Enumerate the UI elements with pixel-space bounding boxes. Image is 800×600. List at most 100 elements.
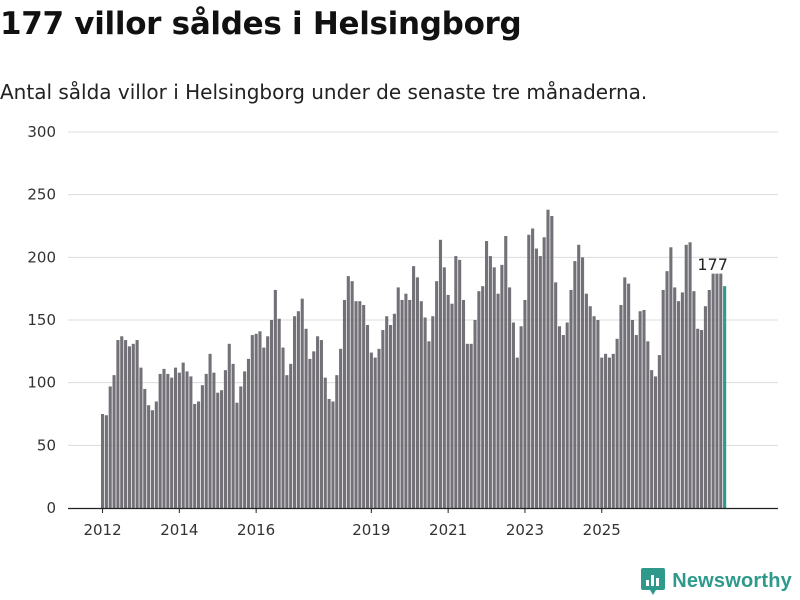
bar (557, 326, 562, 508)
bar (627, 283, 631, 508)
bar (604, 353, 608, 508)
y-tick-label: 50 (37, 436, 56, 454)
bar (365, 325, 370, 508)
bar (504, 236, 508, 508)
bar (239, 386, 243, 508)
bar (304, 328, 308, 508)
bar (342, 299, 347, 508)
bar (688, 242, 692, 509)
bar (719, 273, 723, 508)
bar (481, 286, 485, 508)
bar (508, 287, 512, 508)
bar (531, 228, 535, 508)
bar (358, 301, 362, 508)
bar (104, 415, 108, 508)
brand-name: Newsworthy (672, 569, 792, 592)
bar (396, 287, 400, 508)
bar (116, 340, 120, 508)
bar (661, 289, 665, 508)
bar (277, 318, 281, 508)
y-tick-label: 100 (27, 374, 56, 392)
bar (569, 289, 573, 508)
chart-title: 177 villor såldes i Helsingborg (0, 6, 522, 42)
bar (657, 355, 661, 508)
bar (442, 267, 446, 508)
bar (381, 330, 385, 508)
bar (680, 292, 684, 508)
bar (246, 358, 251, 508)
bar (120, 336, 124, 508)
bar (623, 277, 627, 508)
bar (400, 299, 404, 508)
bar (296, 311, 300, 508)
last-value-label: 177 (697, 255, 728, 274)
bar (465, 343, 469, 508)
bar (485, 241, 489, 509)
bar (150, 410, 155, 508)
bar (542, 237, 546, 508)
bar (269, 320, 274, 508)
bar (588, 306, 592, 508)
bar (200, 385, 204, 508)
bar (216, 392, 220, 508)
bar (692, 291, 696, 508)
bar (193, 403, 197, 508)
bar (323, 377, 327, 508)
bar (427, 341, 431, 508)
bar (550, 215, 554, 508)
bar (611, 353, 615, 508)
bar (584, 293, 588, 508)
bar (404, 293, 408, 508)
bar (127, 346, 131, 508)
x-tick-label: 2021 (429, 521, 467, 539)
bar (669, 247, 673, 508)
y-tick-label: 0 (46, 499, 56, 517)
bar (231, 363, 235, 508)
bar (438, 239, 443, 509)
bar (266, 336, 270, 508)
bar (293, 316, 297, 508)
bar (312, 351, 316, 508)
bar (607, 357, 611, 508)
bar (581, 257, 585, 508)
bar (212, 372, 216, 508)
y-tick-label: 300 (27, 123, 56, 141)
bar (108, 386, 112, 508)
bar (285, 375, 289, 508)
bar (350, 281, 354, 508)
bar (189, 376, 193, 508)
bar (181, 362, 185, 508)
bar (300, 298, 304, 508)
bar (262, 347, 266, 508)
bar (250, 335, 254, 508)
bar (154, 401, 158, 508)
bar (204, 373, 208, 508)
bar (461, 299, 466, 508)
bar (208, 353, 212, 508)
bar (135, 340, 139, 508)
x-axis: 2012 2014 2016 2019 2021 2023 2025 (68, 507, 778, 539)
bar (638, 311, 642, 508)
newsworthy-icon (641, 568, 666, 595)
bar (389, 325, 393, 508)
bar (101, 414, 105, 508)
bar (711, 273, 715, 508)
bar (519, 326, 523, 508)
bar (561, 335, 565, 508)
bar (538, 256, 542, 508)
bar (166, 373, 170, 508)
bar (415, 277, 419, 508)
bar (243, 371, 247, 508)
bar (534, 248, 539, 508)
bar (446, 294, 450, 508)
chart-subtitle: Antal sålda villor i Helsingborg under d… (0, 80, 648, 104)
bar (197, 401, 201, 508)
y-tick-label: 250 (27, 186, 56, 204)
bar (412, 266, 416, 508)
bar (565, 322, 569, 508)
x-tick-label: 2025 (583, 521, 621, 539)
bar (177, 372, 181, 508)
bar (331, 401, 335, 508)
bar (258, 331, 262, 508)
